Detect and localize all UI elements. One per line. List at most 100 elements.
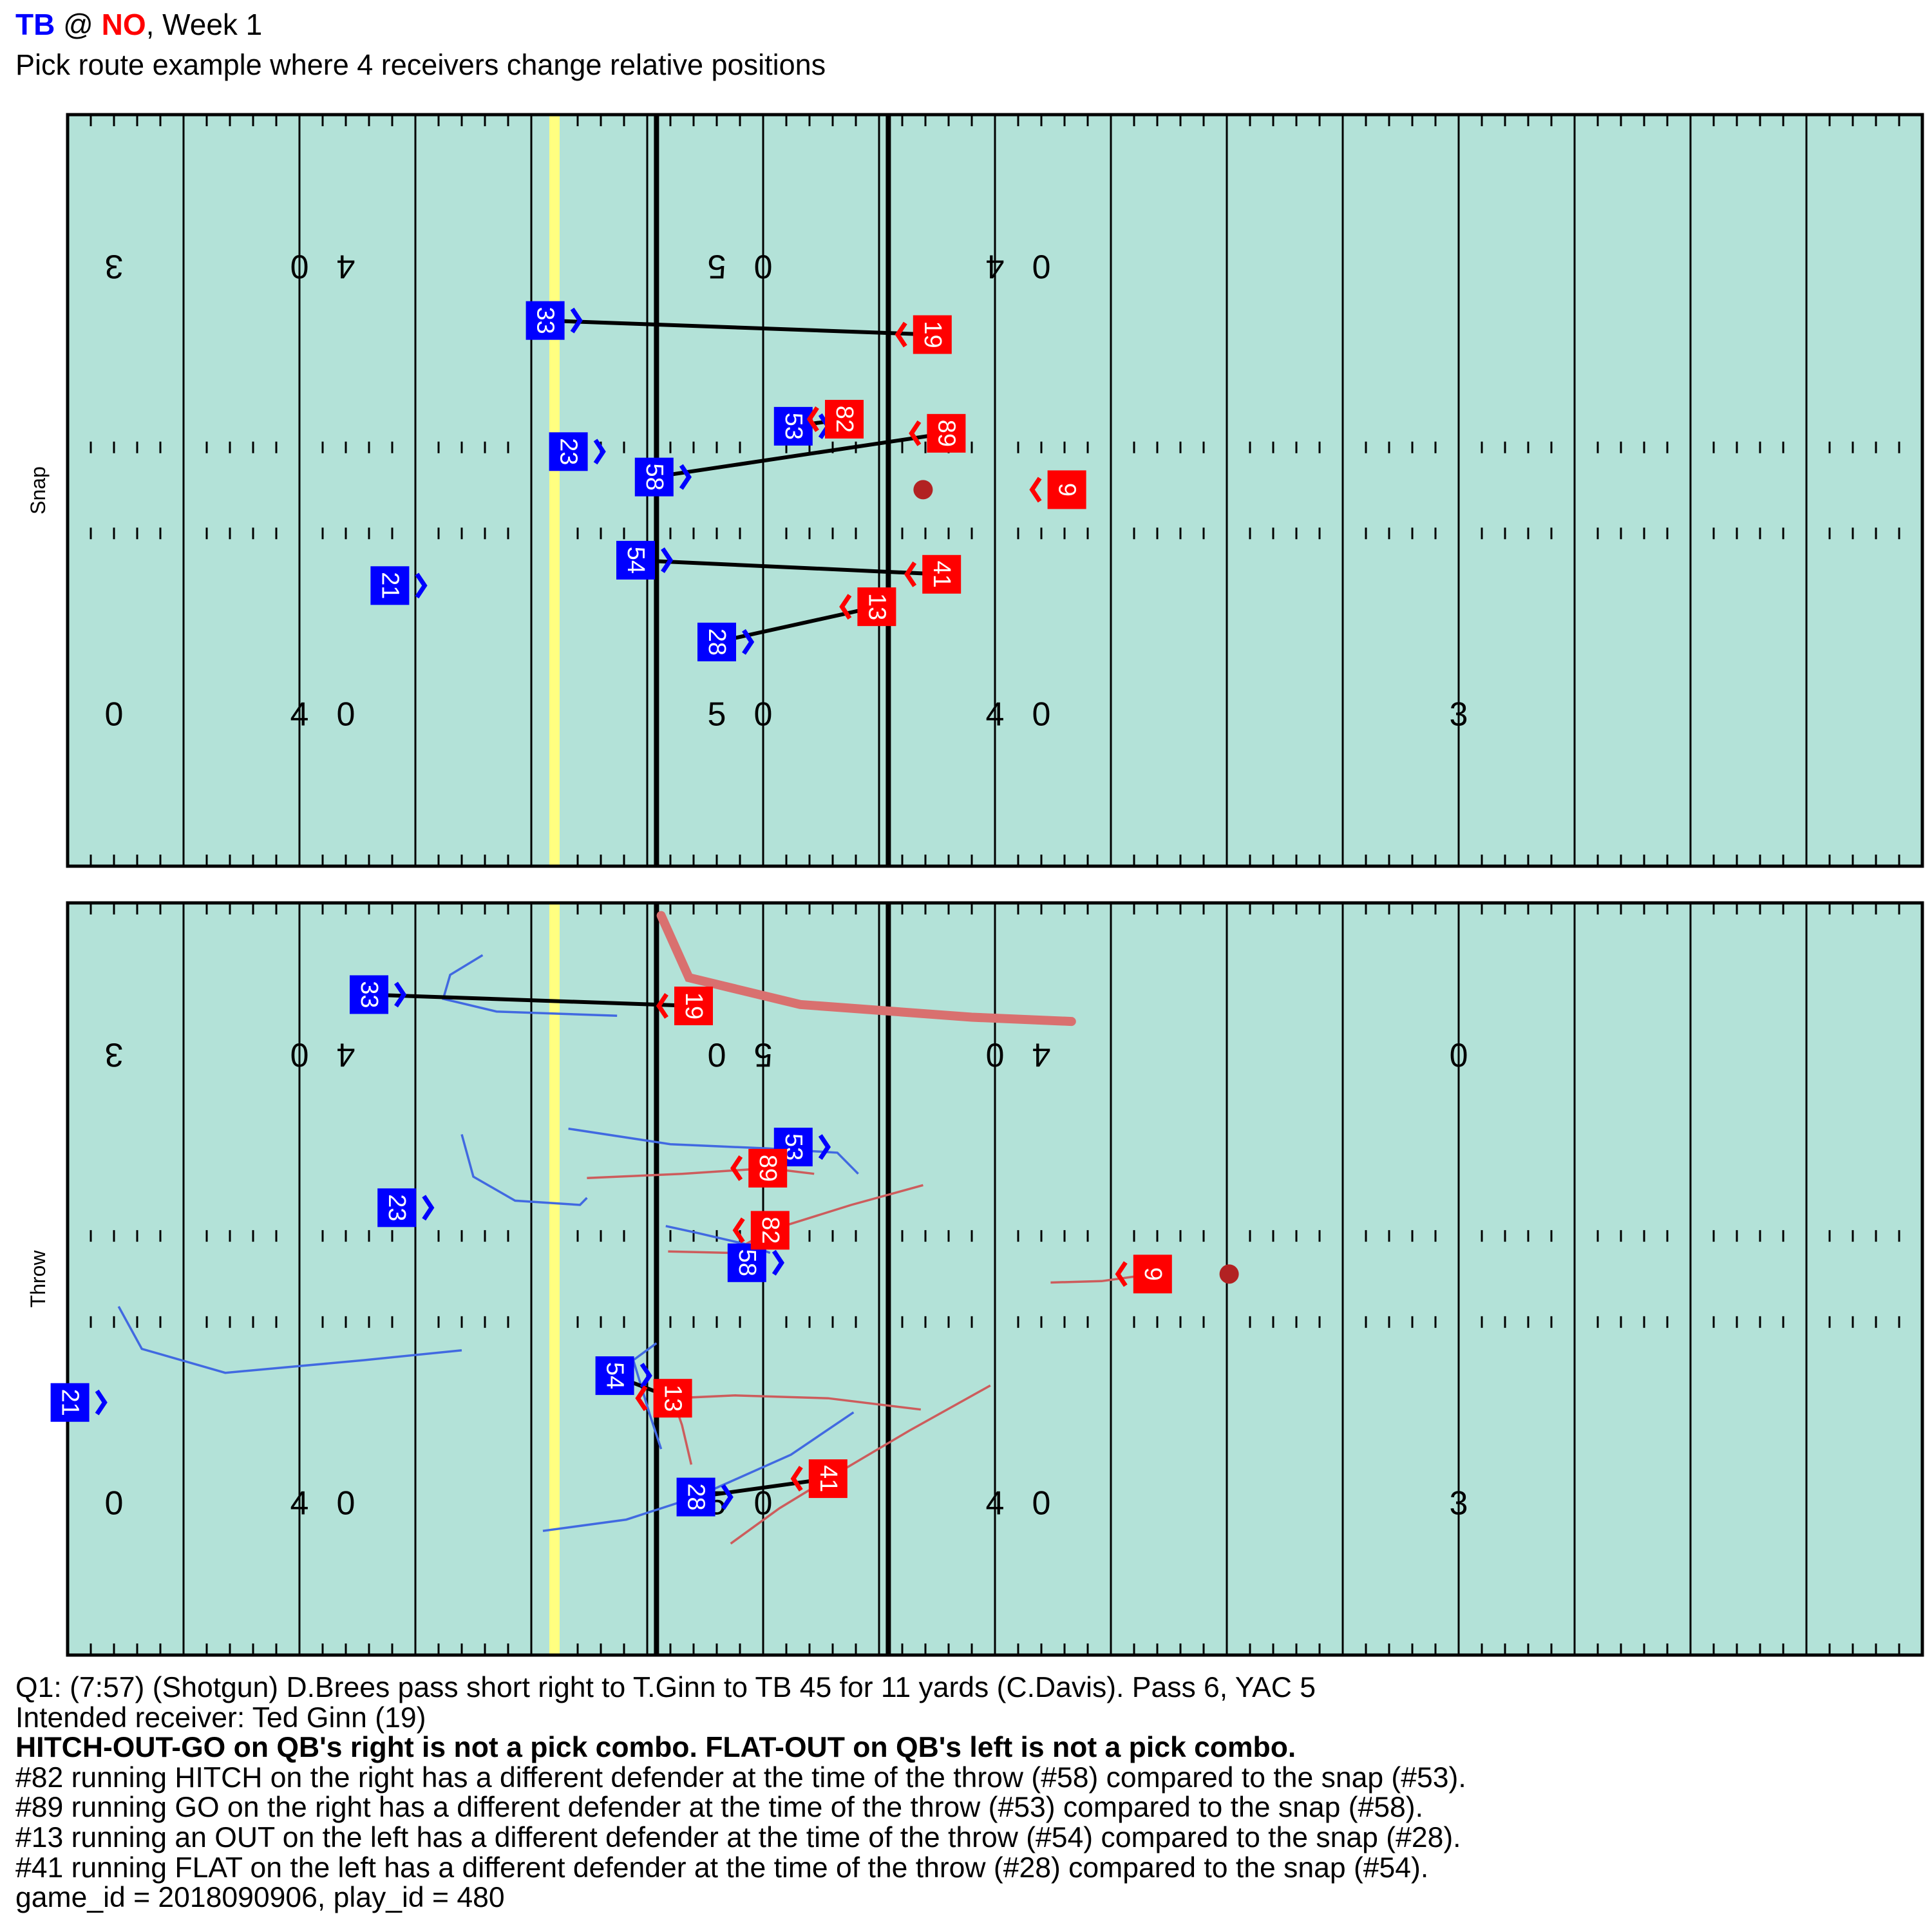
player-box [350,975,388,1014]
yard-number-bottom: 0 [337,696,355,734]
play-description: Q1: (7:57) (Shotgun) D.Brees pass short … [15,1672,1316,1703]
player-box [676,1477,715,1517]
player-facing-chevron [742,629,755,655]
home-player-13: 13 [635,1379,692,1418]
yard-number-top: 0 [1032,247,1051,285]
player-jersey-label: 41 [928,561,955,588]
player-facing-chevron [661,547,674,573]
player-jersey-label: 13 [863,593,890,620]
footer: Q1: (7:57) (Shotgun) D.Brees pass short … [15,1672,1466,1914]
yard-number-bottom: 0 [1032,1484,1051,1522]
yard-number-bottom: 4 [986,696,1005,734]
yard-number-top: 0 [1450,1036,1468,1074]
player-box [653,1379,692,1418]
chart-title: TB @ NO, Week 1 [15,5,826,44]
yard-number-top: 5 [754,1036,773,1074]
note-82: #82 running HITCH on the right has a dif… [15,1761,1466,1794]
player-facing-chevron [904,561,917,587]
player-box [922,554,961,594]
panel-label: Throw [26,1250,50,1308]
yard-number-bottom: 3 [1450,1484,1468,1522]
player-jersey-label: 9 [1054,483,1081,497]
player-jersey-label: 53 [780,413,807,440]
player-facing-chevron [839,594,852,620]
home-player-19: 19 [656,986,713,1025]
home-player-82: 82 [732,1211,790,1250]
yard-number-top: 5 [708,247,726,285]
home-player-9: 9 [1029,470,1086,509]
player-box [1047,470,1086,509]
player-box [549,432,588,471]
player-jersey-label: 28 [703,629,730,656]
home-player-9: 9 [1115,1255,1172,1294]
yard-number-top: 4 [337,247,355,285]
player-box [634,457,674,497]
home-player-41: 41 [904,554,961,594]
panel-snap: 3 0 4 5 0 4 00 4 0 5 0 4 0 3Snap335323582154281982899… [26,113,1924,868]
player-facing-chevron [639,1363,652,1389]
pair-line [368,992,694,1008]
player-jersey-label: 58 [734,1249,761,1276]
pair-line [545,318,933,337]
pair-line [635,558,942,576]
title-week: , Week 1 [146,8,263,41]
yard-number-top: 4 [1032,1036,1051,1074]
away-track-23 [460,1133,588,1206]
player-facing-chevron [730,1155,743,1181]
yard-number-bottom: 3 [1450,696,1468,734]
yard-number-top: 4 [986,247,1005,285]
yard-number-top: 0 [986,1036,1005,1074]
player-box [927,413,966,453]
player-jersey-label: 19 [919,321,946,348]
player-jersey-label: 82 [757,1217,784,1244]
yard-number-bottom: 4 [986,1484,1005,1522]
away-player-33: 33 [526,301,583,340]
player-facing-chevron [790,1466,803,1492]
yard-number-top: 0 [754,247,773,285]
player-facing-chevron [721,1484,734,1510]
yard-number-top: 3 [105,1036,124,1074]
player-box [727,1243,766,1282]
note-41: #41 running FLAT on the left has a diffe… [15,1852,1429,1884]
yard-number-top: 0 [290,247,309,285]
player-box [808,1459,848,1499]
yard-number-bottom: 4 [290,696,309,734]
title-away-team: TB [15,8,55,41]
player-facing-chevron [415,573,428,599]
away-player-54: 54 [616,540,674,580]
home-player-19: 19 [895,315,952,354]
player-box [50,1383,90,1422]
player-box [526,301,565,340]
player-jersey-label: 89 [754,1155,781,1182]
player-box [913,315,952,354]
chart-subtitle: Pick route example where 4 receivers cha… [15,48,826,81]
away-track-53 [568,1127,859,1175]
player-jersey-label: 41 [815,1465,842,1492]
yard-number-top: 4 [337,1036,355,1074]
panel-throw: 3 0 4 0 5 0 4 00 4 0 5 0 4 0 3Throw3353235821542819898… [26,901,1924,1657]
player-jersey-label: 58 [641,464,668,491]
player-jersey-label: 23 [555,438,582,465]
player-facing-chevron [772,1249,785,1276]
player-facing-chevron [593,439,606,465]
away-player-28: 28 [676,1477,734,1517]
note-13: #13 running an OUT on the left has a dif… [15,1821,1461,1853]
pick-combo-summary: HITCH-OUT-GO on QB's right is not a pick… [15,1732,1296,1764]
yard-number-bottom: 0 [337,1484,355,1522]
pair-line [716,605,878,644]
yard-number-bottom: 0 [105,696,124,734]
note-89: #89 running GO on the right has a differ… [15,1792,1423,1824]
player-facing-chevron [570,307,583,334]
away-player-58: 58 [727,1243,785,1282]
home-player-82: 82 [806,399,864,439]
yard-number-bottom: 5 [708,696,726,734]
player-box [674,986,713,1025]
game-ids: game_id = 2018090906, play_id = 480 [15,1882,505,1914]
player-facing-chevron [394,981,407,1008]
ball-marker [1219,1264,1239,1284]
player-facing-chevron [818,1134,831,1160]
yard-number-bottom: 0 [105,1484,124,1522]
away-player-23: 23 [377,1188,435,1227]
player-box [825,399,864,439]
yard-number-bottom: 0 [754,696,773,734]
